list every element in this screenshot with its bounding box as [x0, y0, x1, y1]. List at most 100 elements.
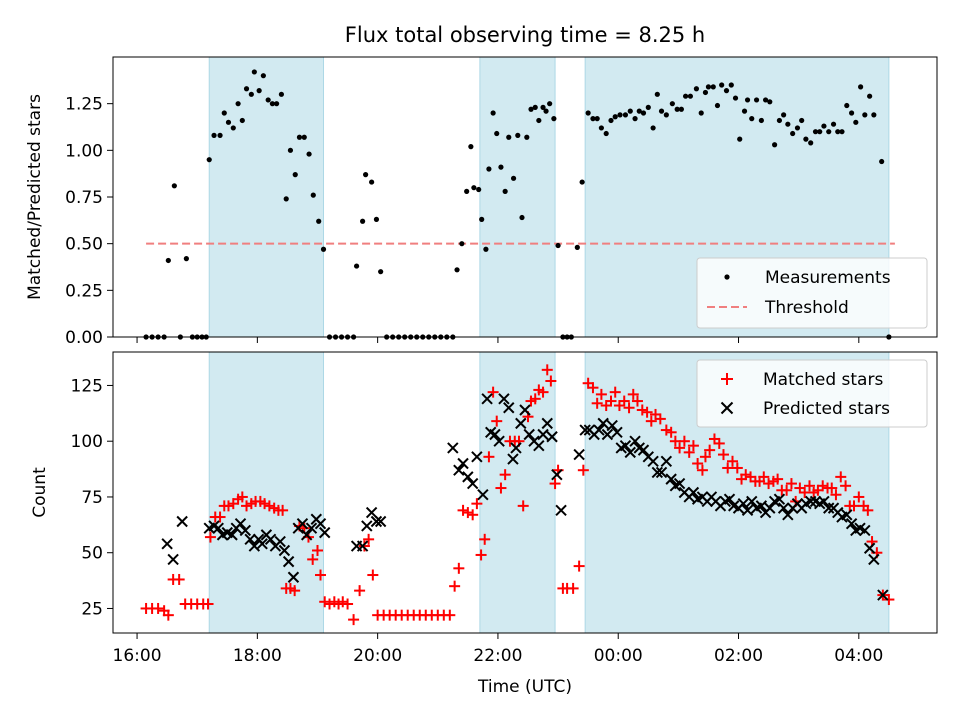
matched-star-point: [674, 442, 686, 454]
measurement-point: [598, 125, 604, 131]
predicted-star-point: [541, 417, 553, 430]
y-tick-label: 1.25: [65, 95, 103, 115]
matched-star-point: [785, 478, 797, 490]
predicted-star-point: [818, 495, 830, 508]
predicted-star-point: [619, 439, 632, 452]
ratio-x-ticks: [136, 337, 860, 343]
measurement-point: [821, 123, 827, 129]
measurement-point: [835, 129, 841, 135]
matched-star-point: [731, 462, 743, 474]
x-tick-label: 00:00: [594, 646, 643, 666]
y-tick-label: 0.50: [65, 235, 103, 255]
predicted-star-point: [264, 533, 277, 546]
measurement-point: [248, 91, 254, 97]
measurement-point: [723, 88, 730, 94]
matched-star-point: [529, 393, 541, 405]
matched-star-point: [549, 478, 561, 490]
measurement-point: [532, 104, 538, 110]
measurement-point: [867, 93, 873, 99]
matched-star-point: [692, 458, 704, 470]
predicted-star-point: [466, 477, 479, 490]
y-tick-label: 0.25: [65, 281, 103, 301]
measurement-point: [306, 151, 312, 157]
measurement-point: [617, 112, 623, 118]
predicted-star-point: [665, 473, 677, 485]
measurement-point: [217, 132, 223, 138]
y-tick-label: 125: [71, 376, 103, 396]
matched-star-point: [204, 531, 216, 543]
matched-star-point: [173, 573, 185, 585]
predicted-star-point: [877, 589, 889, 601]
count-legend-box: [696, 359, 928, 428]
matched-star-point: [337, 596, 349, 608]
measurement-point: [785, 121, 791, 127]
matched-star-point: [830, 489, 842, 501]
measurement-point: [310, 192, 316, 198]
predicted-star-point: [629, 435, 641, 447]
x-tick-label: 04:00: [834, 646, 883, 666]
measurement-point: [879, 158, 885, 165]
predicted-star-point: [593, 424, 605, 436]
measurement-point: [459, 241, 465, 247]
matched-star-point: [740, 469, 752, 481]
matched-star-point: [475, 549, 487, 561]
measurement-point: [640, 110, 647, 116]
matched-star-point: [722, 462, 734, 474]
matched-star-point: [835, 471, 847, 483]
measurement-point: [540, 104, 546, 110]
matched-star-point: [636, 404, 648, 416]
measurement-point: [669, 101, 675, 107]
predicted-star-point: [314, 518, 327, 530]
measurement-point: [378, 269, 384, 275]
predicted-star-point: [457, 457, 469, 470]
measurement-point: [776, 117, 783, 124]
measurement-point: [506, 134, 512, 140]
observing-band: [208, 56, 325, 338]
measurement-point: [555, 242, 561, 249]
measurement-point: [225, 119, 232, 125]
predicted-star-point: [764, 502, 776, 514]
measurement-point: [369, 179, 375, 185]
measurement-point: [165, 257, 171, 264]
matched-star-point: [699, 451, 711, 463]
measurement-point: [710, 84, 716, 90]
count-legend: Matched stars Predicted stars: [696, 359, 928, 428]
measurement-point: [702, 89, 709, 96]
predicted-star-point: [804, 495, 817, 508]
predicted-star-points: [161, 393, 889, 601]
matched-star-point: [840, 480, 852, 492]
predicted-star-point: [606, 419, 618, 432]
measurement-point: [235, 101, 241, 107]
predicted-star-point: [859, 524, 871, 537]
ratio-legend: Measurements Threshold: [696, 257, 928, 329]
measurement-point: [243, 86, 250, 92]
ratio-y-ticks: 0.00 0.25 0.50 0.75 1.00 1.25: [65, 95, 113, 348]
measurement-point: [498, 164, 504, 170]
measurement-point: [171, 183, 177, 189]
matched-star-point: [545, 375, 557, 387]
matched-star-point: [354, 585, 366, 597]
measurement-point: [794, 125, 801, 131]
measurement-point: [510, 175, 517, 181]
measurement-point: [678, 106, 684, 112]
measurement-point: [844, 102, 850, 109]
matched-star-point: [214, 511, 226, 523]
measurement-points: [143, 69, 892, 340]
matched-star-point: [609, 386, 621, 398]
measurement-point: [871, 112, 877, 118]
predicted-star-point: [212, 522, 224, 534]
matched-star-point: [883, 594, 895, 606]
predicted-star-point: [868, 553, 880, 566]
legend-predicted-marker: [720, 401, 734, 415]
measurement-point: [732, 95, 739, 101]
measurement-point: [547, 101, 553, 107]
y-tick-label: 0.00: [65, 328, 103, 348]
predicted-star-point: [841, 509, 853, 521]
predicted-star-point: [256, 538, 268, 550]
predicted-star-point: [489, 428, 501, 441]
y-tick-label: 50: [81, 544, 103, 564]
measurement-point: [486, 166, 492, 172]
matched-star-point: [687, 440, 699, 452]
measurement-point: [316, 218, 322, 224]
predicted-star-point: [737, 497, 750, 510]
